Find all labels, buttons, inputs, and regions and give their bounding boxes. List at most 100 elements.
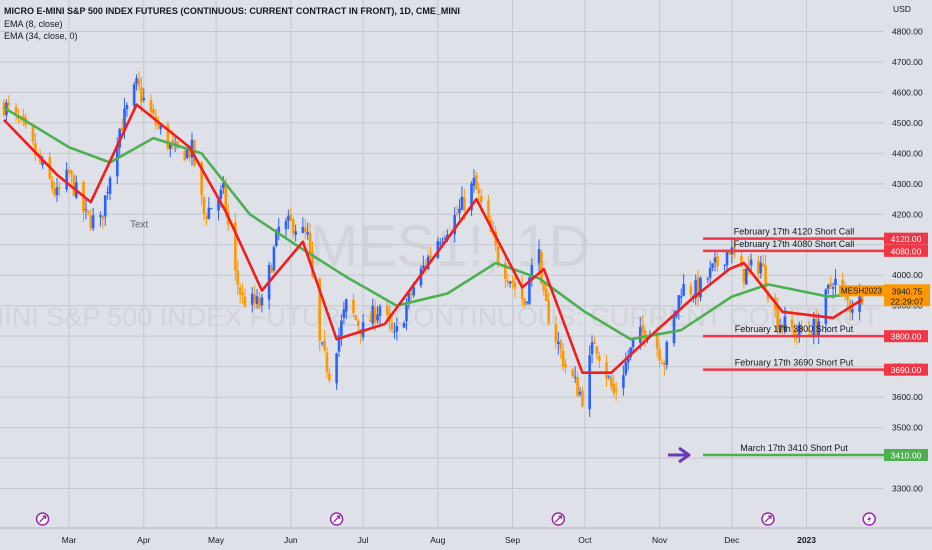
candle-body (511, 280, 514, 284)
candle-body (626, 357, 630, 363)
candle-body (132, 84, 136, 106)
candle (561, 343, 565, 372)
ema8-legend[interactable]: EMA (8, close) (4, 19, 63, 29)
candle-body (571, 369, 575, 377)
candle-body (224, 183, 228, 213)
candle (458, 199, 461, 220)
axis-level-tag (884, 448, 928, 461)
y-tick-label: 4400.00 (892, 148, 923, 158)
candle-body (325, 352, 329, 373)
candle-body (395, 326, 399, 332)
candle-body (188, 147, 191, 158)
time-axis[interactable]: Mar Apr May Jun Jul Aug Sep Oct Nov Dec 2023 (0, 527, 932, 545)
candle-body (595, 346, 599, 355)
candle-body (725, 251, 729, 266)
candle-body (356, 320, 360, 327)
candle-body (123, 108, 126, 129)
candle-body (115, 144, 119, 177)
candle-body (337, 335, 341, 352)
candle-body (376, 314, 379, 321)
candle-body (778, 325, 782, 333)
price-axis[interactable]: USD3300.003400.003500.003600.003700.0038… (839, 0, 932, 550)
axis-level-text: 3410.00 (891, 450, 922, 460)
candle-body (547, 300, 550, 324)
candle-body (542, 283, 546, 291)
earnings-icon[interactable] (35, 512, 50, 526)
candle-body (41, 159, 44, 166)
candle-body (125, 105, 129, 110)
candle-body (716, 256, 719, 267)
candle-body (335, 353, 338, 384)
candle-body (643, 330, 647, 340)
candle (238, 283, 242, 304)
candle-body (193, 140, 196, 166)
candle (328, 368, 331, 383)
candle-body (31, 126, 35, 142)
candle-body (202, 197, 206, 215)
candle-body (323, 340, 326, 350)
candle (393, 322, 396, 339)
candle-body (590, 342, 594, 355)
candle-body (241, 293, 244, 296)
candle-body (557, 341, 560, 345)
earnings-icon[interactable] (761, 512, 775, 526)
candle-body (638, 327, 642, 343)
candle (135, 74, 138, 91)
candle (829, 276, 832, 290)
candle-body (706, 278, 710, 280)
candle-body (689, 286, 693, 295)
earnings-icon[interactable] (551, 512, 566, 526)
candle-body (593, 341, 596, 345)
candle-body (53, 188, 56, 196)
candle-body (672, 314, 676, 344)
candle-body (287, 215, 290, 221)
candle-body (422, 265, 425, 269)
candle-body (757, 260, 760, 274)
candle-body (851, 309, 854, 313)
candle (340, 314, 343, 347)
candle-body (152, 109, 155, 115)
arrow-head (678, 446, 691, 464)
event-markers (35, 512, 876, 526)
price-tag-countdown: 22:29:07 (890, 296, 923, 306)
candle (287, 209, 290, 230)
x-tick-label: Mar (62, 535, 77, 545)
candle (325, 347, 329, 379)
candle-body (749, 259, 753, 266)
candle-body (742, 269, 746, 283)
candle (557, 331, 560, 355)
y-tick-label: 4700.00 (892, 57, 923, 67)
earnings-icon[interactable] (329, 512, 344, 526)
candle (742, 268, 746, 289)
candle (152, 104, 155, 117)
axis-level-tag (884, 330, 928, 343)
candle (455, 205, 459, 216)
candle (778, 319, 782, 334)
candle (658, 342, 661, 368)
candle-body (576, 376, 579, 397)
candle (747, 256, 751, 276)
text-annotation: Text (130, 220, 149, 231)
candle-body (817, 321, 820, 338)
candle-body (135, 78, 138, 84)
y-tick-label: 4500.00 (892, 118, 923, 128)
candle (677, 294, 681, 320)
candle-body (137, 79, 141, 87)
candle-body (824, 289, 828, 324)
candle (812, 311, 816, 345)
ema34-legend[interactable]: EMA (34, close, 0) (4, 31, 78, 41)
candle (369, 311, 372, 322)
candle-body (255, 296, 259, 305)
candle (91, 207, 95, 232)
candle (166, 121, 170, 152)
lightning-icon[interactable] (862, 512, 876, 526)
candle (472, 169, 476, 193)
x-tick-label: May (208, 535, 225, 545)
candle (537, 239, 541, 272)
candle (713, 249, 717, 272)
candle-body (711, 263, 714, 268)
candle-body (477, 189, 481, 194)
candle (706, 276, 710, 284)
candle (460, 186, 464, 211)
